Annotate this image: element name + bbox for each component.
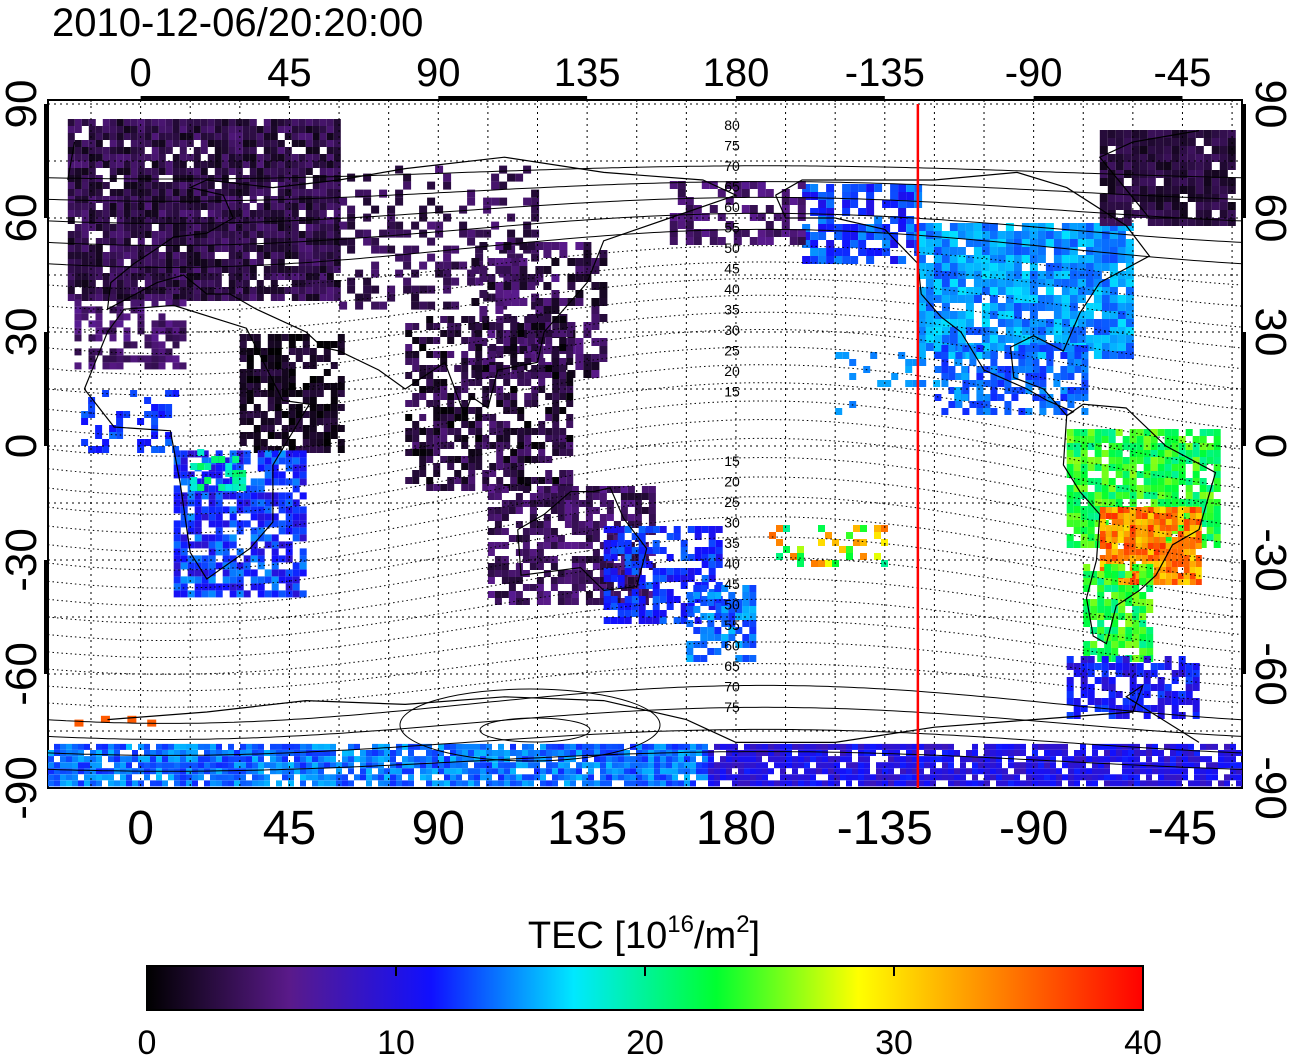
lat-tick-label-left: 60: [0, 194, 46, 243]
lat-tick-label-left: 90: [0, 80, 46, 129]
contour-label: 45: [724, 576, 740, 592]
contour-label: 25: [724, 343, 740, 359]
lon-tick-label-bottom: 0: [127, 802, 154, 855]
lon-tick-label-top: 180: [703, 51, 770, 95]
contour-label: 70: [724, 679, 740, 695]
contour-label: 15: [724, 453, 740, 469]
lat-tick-label-left: 0: [0, 434, 46, 458]
contour-label: 65: [724, 658, 740, 674]
contour-label: 60: [724, 638, 740, 654]
lat-tick-label-left: 30: [0, 308, 46, 357]
colorbar-label: TEC [1016/m2]: [528, 911, 760, 957]
lon-tick-label-bottom: -90: [999, 802, 1068, 855]
lon-tick-label-bottom: -45: [1148, 802, 1217, 855]
contour-label: 35: [724, 302, 740, 318]
contour-label: 20: [724, 363, 740, 379]
colorbar-tick-label: 40: [1124, 1024, 1162, 1057]
contour-labels: 80 75 70 65 60 55 50 45 40 35 30 25 20 15 15 20 25 30 35 40…: [724, 117, 740, 715]
colorbar-tick-label: 30: [875, 1024, 913, 1057]
colorbar-tick-label: 0: [138, 1024, 157, 1057]
lon-tick-label-top: 90: [416, 51, 461, 95]
lat-tick-label-left: -60: [0, 642, 46, 706]
lon-tick-label-top: -45: [1154, 51, 1212, 95]
contour-label: 60: [724, 199, 740, 215]
lon-tick-label-top: -90: [1005, 51, 1063, 95]
contour-label: 40: [724, 556, 740, 572]
contour-label: 75: [724, 138, 740, 154]
contour-label: 40: [724, 281, 740, 297]
contour-label: 20: [724, 474, 740, 490]
contour-label: 55: [724, 220, 740, 236]
latitude-axis-left: 90 60 30 0 -30 -60 -90: [0, 80, 46, 820]
lon-tick-label-top: 135: [554, 51, 621, 95]
longitude-axis-top: 0 45 90 135 180 -135 -90 -45: [129, 51, 1211, 95]
contour-label: 45: [724, 261, 740, 277]
colorbar-tick-label: 20: [626, 1024, 664, 1057]
lat-tick-label-left: -90: [0, 756, 46, 820]
lon-tick-label-bottom: -135: [837, 802, 933, 855]
frame-tick-bars: [44, 96, 1246, 674]
lat-tick-label-right: -30: [1246, 528, 1292, 592]
magnetic-latitude-contours: [48, 165, 1242, 772]
longitude-axis-bottom: 0 45 90 135 180 -135 -90 -45: [127, 802, 1217, 855]
contour-label: 55: [724, 617, 740, 633]
contour-label: 70: [724, 158, 740, 174]
lon-tick-label-bottom: 45: [263, 802, 316, 855]
lat-tick-label-right: -90: [1246, 756, 1292, 820]
lat-tick-label-right: 60: [1246, 194, 1292, 243]
lon-tick-label-top: 0: [129, 51, 151, 95]
contour-label: 30: [724, 515, 740, 531]
lat-tick-label-right: 30: [1246, 308, 1292, 357]
timestamp-title: 2010-12-06/20:20:00: [52, 1, 423, 45]
contour-label: 35: [724, 535, 740, 551]
contour-label: 80: [724, 117, 740, 133]
lat-tick-label-left: -30: [0, 528, 46, 592]
graticule: [48, 100, 1242, 788]
colorbar: TEC [1016/m2] 0 10 20 30 40: [138, 911, 1162, 1057]
contour-label: 25: [724, 494, 740, 510]
lat-tick-label-right: 0: [1246, 434, 1292, 458]
lon-tick-label-top: 45: [267, 51, 312, 95]
contour-label: 15: [724, 384, 740, 400]
lon-tick-label-bottom: 135: [547, 802, 627, 855]
contour-label: 50: [724, 597, 740, 613]
lon-tick-label-top: -135: [845, 51, 925, 95]
lon-tick-label-bottom: 180: [696, 802, 776, 855]
contour-label: 30: [724, 322, 740, 338]
map-plot-area: 80 75 70 65 60 55 50 45 40 35 30 25 20 15 15 20 25 30 35 40…: [44, 96, 1246, 789]
contour-label: 50: [724, 240, 740, 256]
coastlines: [67, 130, 1217, 743]
lat-tick-label-right: 90: [1246, 80, 1292, 129]
colorbar-tick-label: 10: [377, 1024, 415, 1057]
contour-label: 75: [724, 699, 740, 715]
lon-tick-label-bottom: 90: [412, 802, 465, 855]
latitude-axis-right: 90 60 30 0 -30 -60 -90: [1246, 80, 1292, 820]
lat-tick-label-right: -60: [1246, 642, 1292, 706]
colorbar-gradient: [146, 965, 1144, 1011]
contour-label: 65: [724, 179, 740, 195]
colorbar-ticks: 0 10 20 30 40: [138, 966, 1162, 1057]
